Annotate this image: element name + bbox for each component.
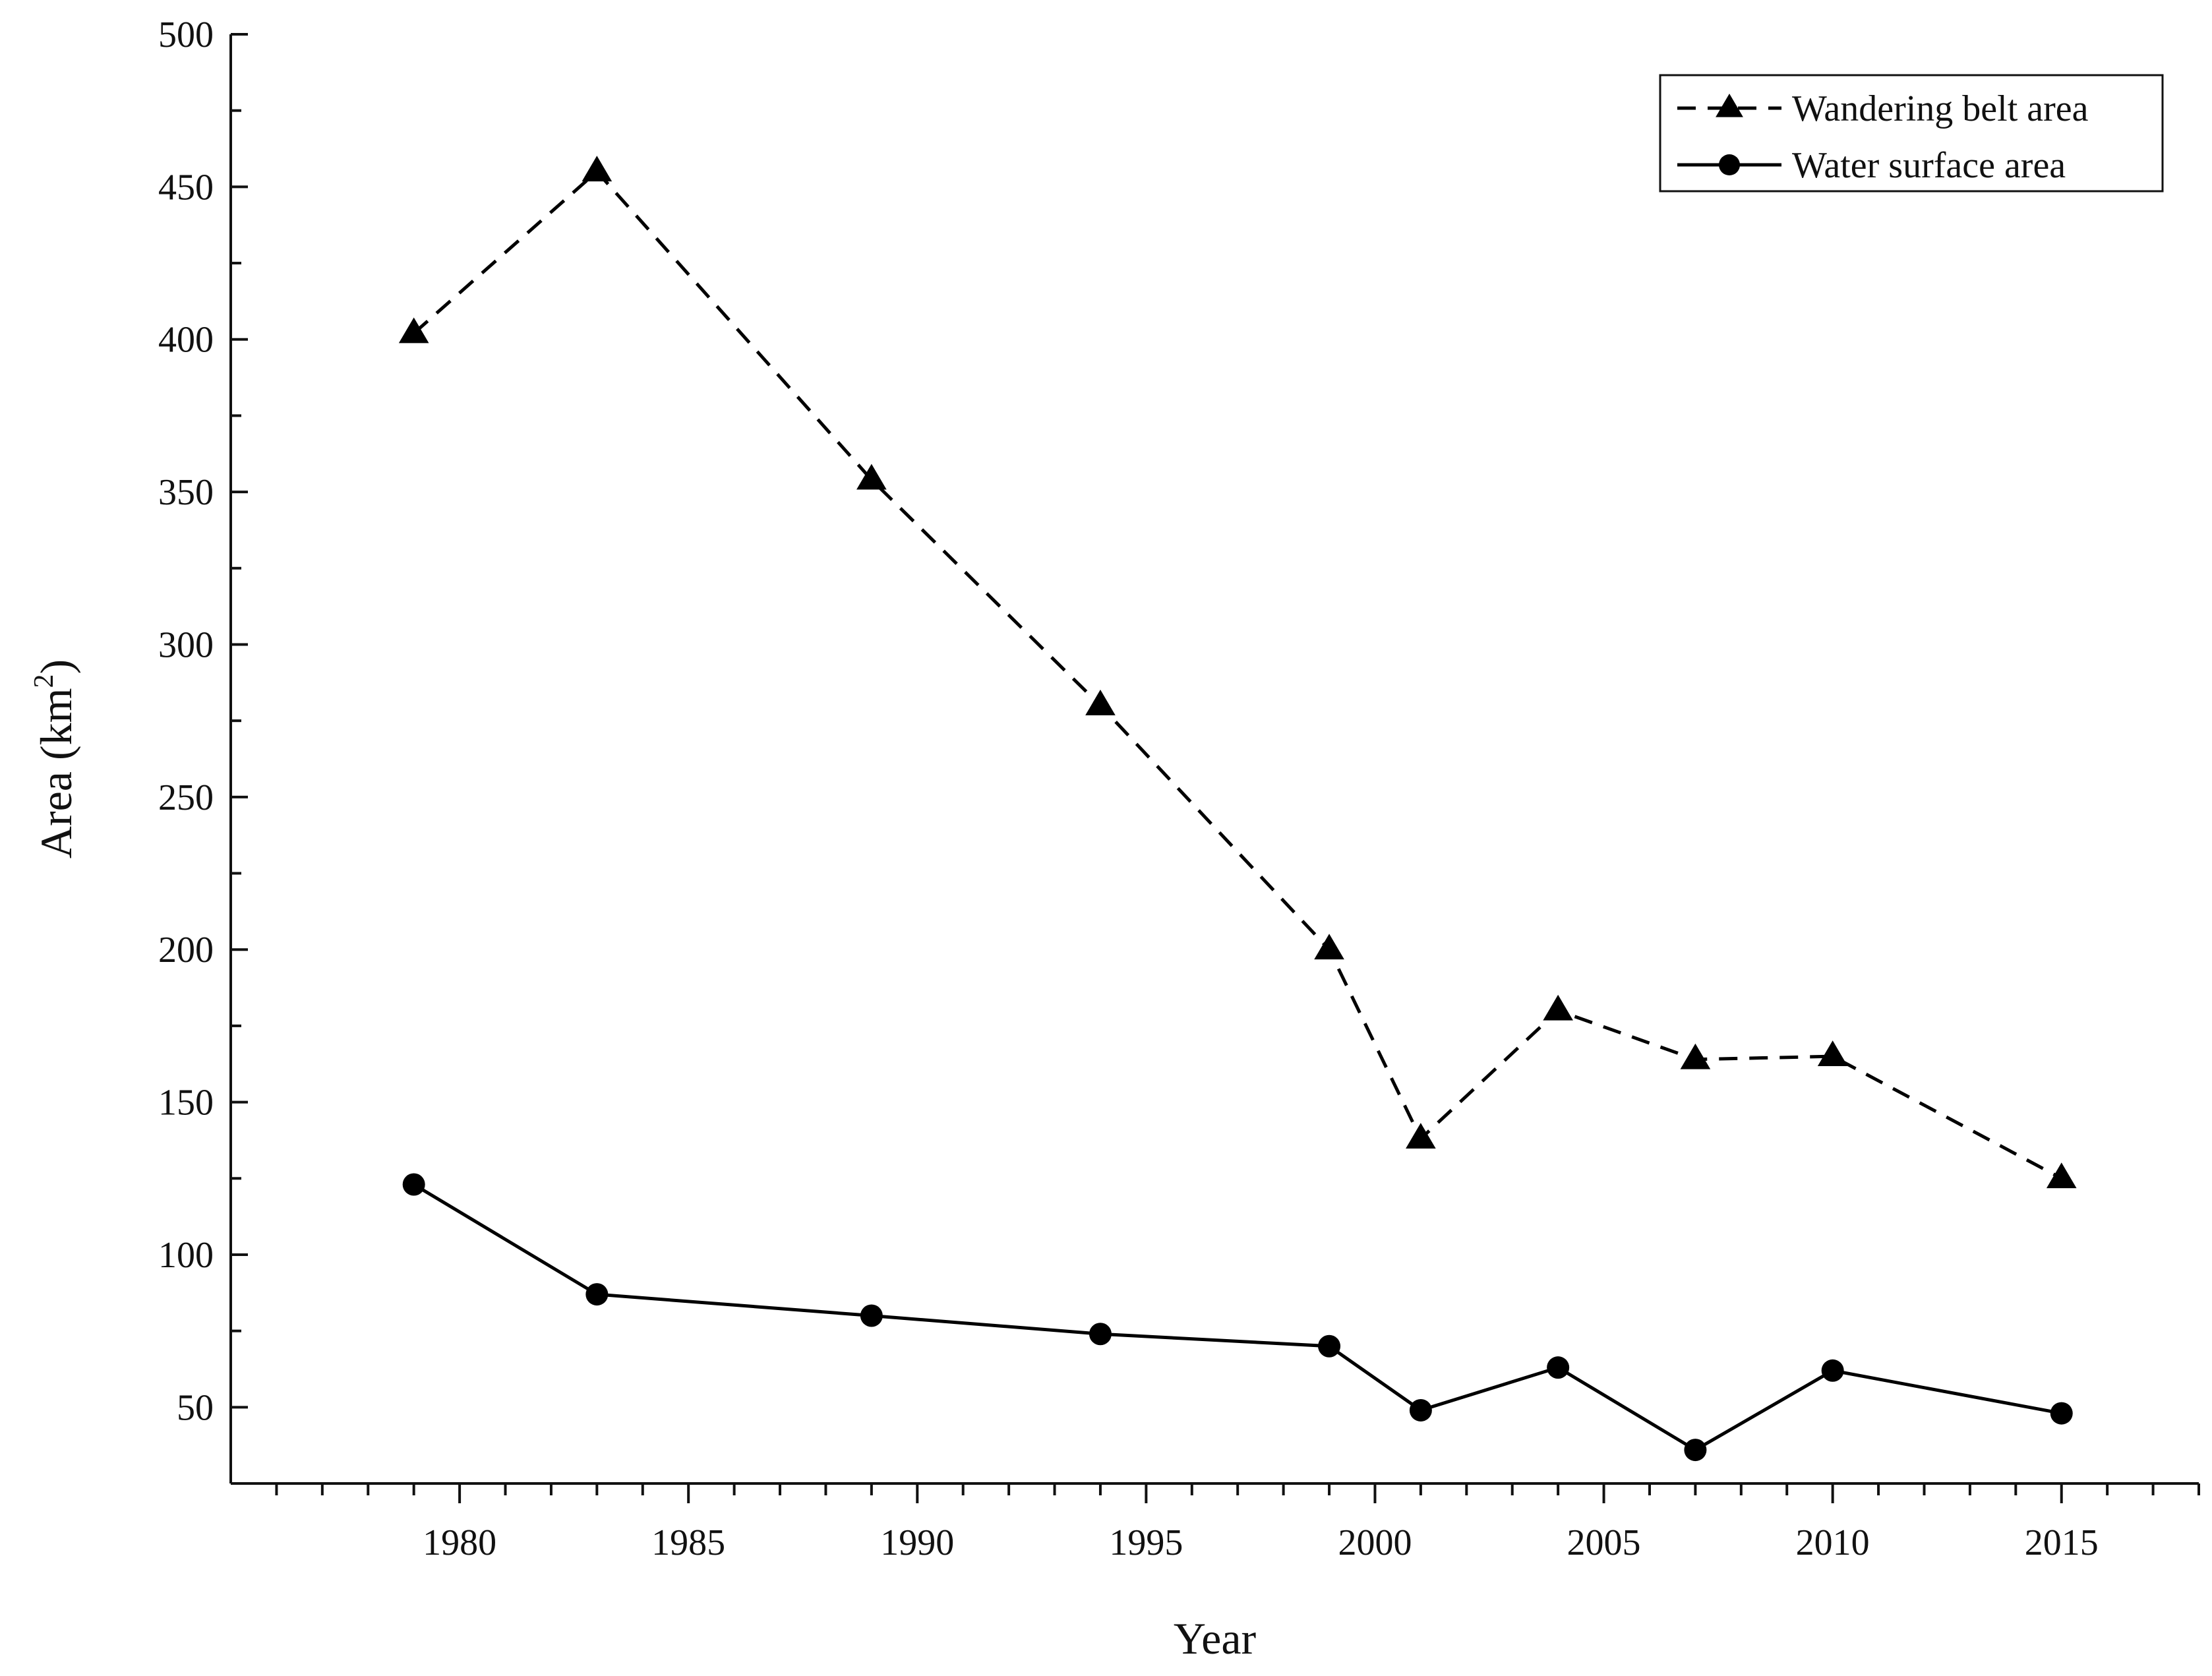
x-ticks: 1980 1985 1990 1995 2000 2005 2010 2015 <box>275 1483 2200 1563</box>
x-tick-label: 1990 <box>880 1522 954 1563</box>
x-tick-label: 2000 <box>1338 1522 1412 1563</box>
data-point-circle <box>1821 1359 1844 1382</box>
legend-triangle-marker <box>1716 94 1743 117</box>
data-point-circle <box>585 1283 609 1306</box>
legend-item: Wandering belt area <box>1677 88 2089 129</box>
series-line <box>413 169 2062 1180</box>
data-point-triangle <box>1085 690 1116 715</box>
data-point-circle <box>860 1304 883 1327</box>
data-point-triangle <box>1543 994 1573 1021</box>
data-point-circle <box>402 1173 425 1196</box>
data-point-triangle <box>1817 1040 1848 1067</box>
data-point-triangle <box>582 156 613 182</box>
series-line <box>413 1183 2062 1452</box>
legend: Wandering belt area Water surface area <box>1659 74 2164 193</box>
data-point-triangle <box>1680 1043 1711 1069</box>
data-point-circle <box>1318 1334 1341 1358</box>
y-tick-label: 500 <box>158 15 214 55</box>
data-point-triangle <box>856 464 887 490</box>
legend-label: Wandering belt area <box>1792 88 2089 129</box>
y-tick-label: 50 <box>177 1387 214 1428</box>
data-point-circle <box>1684 1439 1707 1462</box>
y-tick-label: 100 <box>158 1235 214 1276</box>
y-tick-label: 350 <box>158 472 214 513</box>
y-axis-title-close: ) <box>31 659 81 674</box>
series-1 <box>398 156 2077 1189</box>
y-tick-label: 450 <box>158 167 214 208</box>
legend-circle-marker <box>1719 154 1740 175</box>
data-point-circle <box>2050 1402 2073 1425</box>
data-point-triangle <box>1406 1123 1436 1149</box>
legend-item: Water surface area <box>1677 145 2066 186</box>
y-tick-label: 300 <box>158 624 214 665</box>
series-layer <box>398 156 2077 1462</box>
y-tick-label: 250 <box>158 777 214 818</box>
data-point-triangle <box>2046 1162 2077 1189</box>
y-tick-label: 200 <box>158 930 214 971</box>
data-point-circle <box>1089 1323 1112 1346</box>
y-axis-title-main: Area (km <box>31 688 81 859</box>
data-point-triangle <box>1314 934 1344 960</box>
data-point-circle <box>1547 1356 1570 1379</box>
y-axis-title-superscript: 2 <box>29 674 59 688</box>
data-point-triangle <box>398 317 429 344</box>
y-ticks: 50 100 150 200 250 300 350 400 450 500 <box>158 15 248 1485</box>
y-tick-label: 400 <box>158 320 214 361</box>
x-tick-label: 2010 <box>1796 1522 1870 1563</box>
y-axis-title: Area (km2) <box>29 659 81 858</box>
series-2 <box>402 1173 2073 1462</box>
axes <box>229 34 2199 1485</box>
x-tick-label: 1985 <box>651 1522 725 1563</box>
x-tick-label: 1980 <box>423 1522 496 1563</box>
legend-box <box>1659 74 2164 193</box>
x-tick-label: 1995 <box>1109 1522 1183 1563</box>
x-axis-title: Year <box>1174 1613 1257 1663</box>
data-point-circle <box>1409 1398 1432 1422</box>
x-tick-label: 2005 <box>1567 1522 1641 1563</box>
y-tick-label: 150 <box>158 1083 214 1123</box>
legend-label: Water surface area <box>1792 145 2066 186</box>
x-tick-label: 2015 <box>2025 1522 2099 1563</box>
